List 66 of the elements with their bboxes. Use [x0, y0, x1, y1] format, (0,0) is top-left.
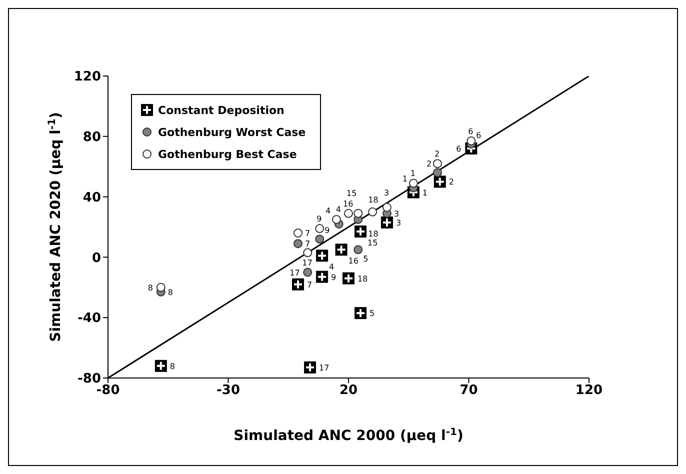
annotation: 15 [368, 238, 378, 248]
point [408, 178, 418, 188]
annotation: 16 [343, 199, 354, 208]
point [382, 202, 392, 212]
annotation: 5 [370, 309, 375, 318]
annotation: 6 [476, 130, 482, 140]
point [368, 207, 378, 216]
annotation: 1 [410, 169, 416, 178]
point [344, 208, 353, 218]
annotation: 3 [394, 209, 400, 218]
legend-label: Gothenburg Worst Case [157, 124, 306, 140]
annotation: 18 [358, 274, 368, 284]
annotation: 3 [396, 218, 402, 228]
y-tick-label: 120 [74, 70, 101, 85]
annotation: 9 [324, 226, 330, 236]
annotation: 18 [368, 229, 378, 238]
annotation: 17 [290, 268, 300, 278]
point [303, 268, 312, 277]
point [432, 159, 442, 168]
point [466, 136, 476, 146]
annotation: 17 [302, 258, 312, 268]
x-tick-label: 20 [339, 383, 358, 398]
y-tick-label: -40 [78, 311, 101, 326]
annotation: 9 [316, 214, 322, 224]
annotation: 4 [325, 206, 331, 216]
annotation: 17 [319, 363, 330, 372]
annotation: 7 [306, 280, 312, 290]
annotation: 8 [170, 362, 176, 371]
annotation: 7 [304, 240, 310, 249]
annotation: 4 [329, 262, 334, 272]
annotation: 1 [402, 174, 408, 184]
annotation: 15 [346, 188, 357, 198]
x-tick-label: -30 [216, 383, 240, 398]
annotation: 5 [363, 254, 368, 264]
annotation: 7 [304, 229, 310, 238]
annotation: 16 [348, 256, 358, 266]
legend-label: Constant Deposition [157, 102, 286, 118]
point [332, 214, 341, 224]
y-tick-label: 0 [92, 250, 101, 266]
point [293, 228, 302, 238]
point [432, 168, 442, 178]
x-tick-label: 70 [460, 383, 478, 398]
annotation: 2 [448, 178, 454, 187]
annotation: 9 [331, 272, 336, 282]
point [293, 239, 302, 248]
annotation: 8 [148, 283, 154, 292]
x-tick-label: 120 [575, 383, 603, 398]
point [354, 208, 363, 218]
legend-label: Gothenburg Best Case [157, 146, 298, 162]
point [156, 282, 166, 292]
annotation: 2 [434, 150, 440, 159]
point [303, 248, 312, 258]
point [315, 234, 324, 244]
annotation: 18 [368, 195, 378, 204]
annotation: 6 [468, 126, 474, 136]
point [354, 245, 363, 254]
annotation: 3 [384, 188, 390, 198]
annotation: 2 [426, 160, 432, 169]
annotation: 6 [456, 144, 462, 154]
y-tick-label: 40 [82, 190, 101, 206]
point [315, 224, 324, 234]
x-axis-title: Simulated ANC 2000 (μeq l$^{-1}$) [234, 426, 464, 444]
annotation: 4 [336, 204, 341, 214]
annotation: 8 [168, 288, 174, 297]
y-tick-label: 80 [82, 130, 101, 146]
annotation: 1 [422, 188, 428, 198]
